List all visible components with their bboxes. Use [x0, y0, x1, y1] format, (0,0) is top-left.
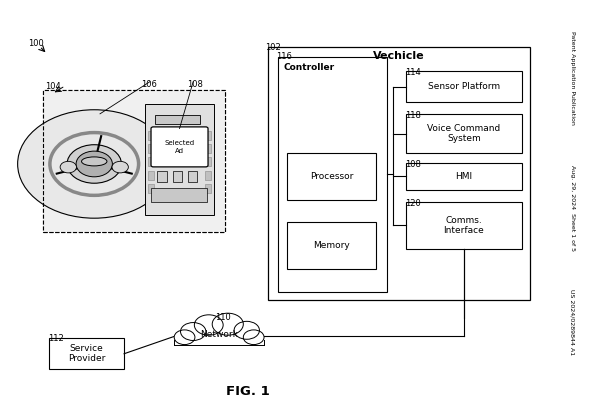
Text: 114: 114	[405, 68, 421, 77]
Text: Interface: Interface	[443, 226, 484, 235]
Text: Provider: Provider	[68, 354, 106, 363]
Bar	[406, 163, 521, 190]
Text: Processor: Processor	[310, 172, 353, 181]
Bar	[148, 184, 154, 193]
Circle shape	[17, 110, 171, 218]
Bar	[278, 57, 388, 292]
Text: Sensor Platform: Sensor Platform	[428, 82, 500, 91]
Text: 112: 112	[48, 334, 64, 343]
Circle shape	[234, 321, 259, 339]
Circle shape	[67, 145, 121, 183]
Circle shape	[112, 161, 128, 173]
Text: 106: 106	[142, 79, 157, 89]
Text: Vechicle: Vechicle	[373, 51, 425, 61]
Bar	[205, 171, 211, 180]
Text: 120: 120	[405, 198, 421, 208]
Bar	[406, 114, 521, 153]
Bar	[205, 184, 211, 193]
Text: US 2024/0289844 A1: US 2024/0289844 A1	[570, 289, 575, 355]
Text: 108: 108	[187, 79, 203, 89]
Text: Controller: Controller	[284, 63, 335, 72]
Circle shape	[76, 151, 112, 177]
Circle shape	[60, 161, 76, 173]
Text: 110: 110	[215, 313, 231, 322]
Bar	[145, 104, 214, 215]
Bar	[406, 72, 521, 102]
Text: Network: Network	[200, 330, 238, 339]
Bar	[148, 158, 154, 166]
Bar	[157, 171, 167, 182]
Text: System: System	[447, 134, 481, 144]
Circle shape	[174, 330, 195, 344]
Bar	[406, 202, 521, 249]
Text: Voice Command: Voice Command	[427, 124, 500, 133]
Circle shape	[212, 313, 244, 335]
Bar	[205, 158, 211, 166]
Text: Memory: Memory	[313, 241, 350, 250]
Text: Aug. 29, 2024  Sheet 1 of 5: Aug. 29, 2024 Sheet 1 of 5	[570, 165, 575, 251]
Text: 116: 116	[276, 52, 292, 61]
Bar	[148, 171, 154, 180]
Text: 108: 108	[405, 160, 421, 169]
Text: 118: 118	[405, 111, 421, 120]
Bar	[205, 144, 211, 153]
Text: FIG. 1: FIG. 1	[226, 384, 270, 398]
Bar	[151, 188, 207, 202]
Text: Service: Service	[70, 344, 104, 353]
Bar	[155, 115, 200, 124]
Circle shape	[181, 322, 206, 340]
Ellipse shape	[82, 157, 107, 166]
Bar	[148, 144, 154, 153]
Bar	[49, 339, 124, 369]
Text: 102: 102	[265, 43, 281, 52]
Bar	[174, 330, 264, 345]
Bar	[205, 131, 211, 140]
Text: 104: 104	[45, 82, 61, 91]
Bar	[188, 171, 197, 182]
Bar	[148, 131, 154, 140]
Text: Selected: Selected	[164, 140, 194, 146]
Circle shape	[244, 330, 264, 344]
Text: Ad: Ad	[175, 148, 184, 154]
Text: 100: 100	[28, 39, 44, 48]
Text: HMI: HMI	[455, 172, 472, 181]
Bar	[43, 90, 225, 233]
Bar	[287, 153, 376, 200]
Bar	[173, 171, 182, 182]
Bar	[287, 222, 376, 269]
FancyBboxPatch shape	[151, 127, 208, 167]
Circle shape	[194, 315, 223, 335]
Bar	[268, 47, 530, 300]
Bar	[43, 90, 225, 233]
Text: Patent Application Publication: Patent Application Publication	[570, 31, 575, 124]
Bar	[43, 90, 225, 233]
Text: Comms.: Comms.	[446, 215, 482, 225]
